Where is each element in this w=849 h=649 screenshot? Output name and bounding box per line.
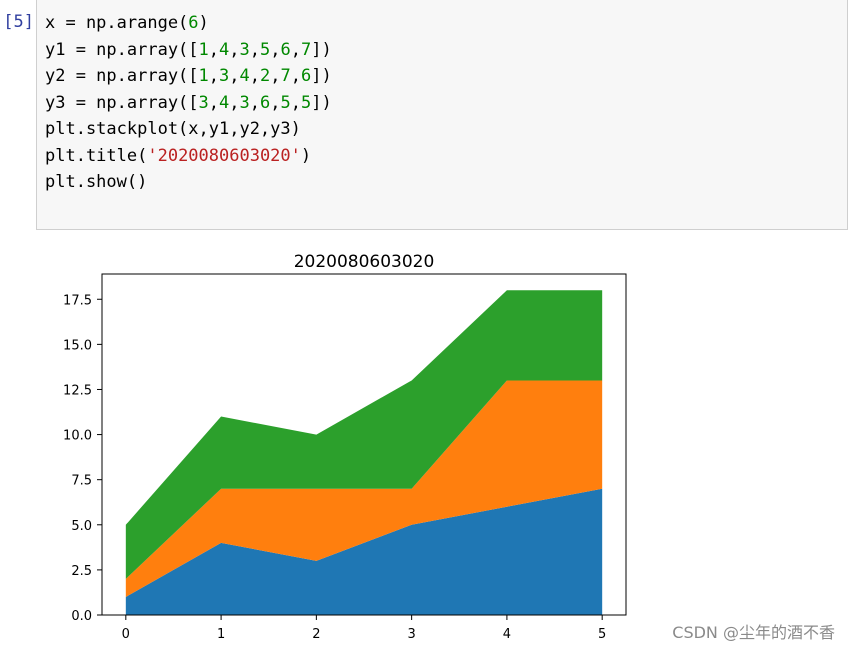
x-tick-label: 2 <box>312 627 320 642</box>
code-token: x = np.arange( <box>45 13 189 33</box>
y-tick-label: 2.5 <box>71 564 92 579</box>
code-line: y1 = np.array([1,4,3,5,6,7]) <box>45 37 332 64</box>
x-tick-label: 1 <box>217 627 225 642</box>
chart-title: 2020080603020 <box>294 252 435 272</box>
code-number-token: 5 <box>280 92 291 113</box>
stackplot-chart: 2020080603020 0 1 2 3 4 5 0.0 2.5 5.0 7.5 10.0 12.5 1… <box>63 252 627 642</box>
cell-prompt: [5]: <box>0 12 34 32</box>
code-token: ]) <box>311 66 332 86</box>
code-token: y3 = np.array([ <box>45 92 199 113</box>
code-number-token: 7 <box>301 39 312 60</box>
code-token: , <box>270 39 281 60</box>
code-token: , <box>249 39 261 60</box>
code-line: y3 = np.array([3,4,3,6,5,5]) <box>45 90 332 117</box>
y-tick-label: 0.0 <box>71 609 92 624</box>
y-tick-label: 12.5 <box>63 383 92 398</box>
code-number-token: 6 <box>301 66 312 86</box>
code-token: , <box>270 92 281 113</box>
code-number-token: 3 <box>219 66 230 86</box>
y-tick-label: 7.5 <box>71 474 92 489</box>
y-tick-label: 10.0 <box>63 429 92 444</box>
code-token: ) <box>198 13 209 33</box>
code-token: y2 = np.array([ <box>45 66 199 86</box>
code-token: , <box>208 39 220 60</box>
code-number-token: 6 <box>260 92 271 113</box>
code-string-token: '2020080603020' <box>147 145 301 166</box>
code-line: plt.show() <box>45 169 332 196</box>
code-number-token: 3 <box>198 92 209 113</box>
plot-frame <box>101 273 627 616</box>
code-token: , <box>290 39 302 60</box>
code-token: , <box>249 66 261 86</box>
code-token: plt.title( <box>45 145 148 166</box>
watermark: CSDN @尘年的酒不香 <box>672 623 835 642</box>
y-tick-label: 5.0 <box>71 519 92 534</box>
x-tick-label: 4 <box>503 627 511 642</box>
code-token: , <box>290 66 302 86</box>
code-number-token: 4 <box>219 92 230 113</box>
code-number-token: 1 <box>198 39 209 60</box>
code-editor[interactable]: x = np.arange(6) y1 = np.array([1,4,3,5,6… <box>45 10 332 196</box>
code-number-token: 2 <box>260 66 271 86</box>
x-tick-label: 5 <box>598 627 606 642</box>
code-token: plt.stackplot(x,y1,y2,y3) <box>45 119 301 139</box>
code-cell[interactable]: x = np.arange(6) y1 = np.array([1,4,3,5,6… <box>36 0 848 230</box>
code-number-token: 4 <box>219 39 230 60</box>
code-token: ) <box>300 145 312 166</box>
code-number-token: 7 <box>280 66 291 86</box>
y-tick-label: 17.5 <box>63 293 92 308</box>
code-token: ]) <box>311 92 332 113</box>
x-tick-label: 3 <box>407 627 415 642</box>
code-line: plt.stackplot(x,y1,y2,y3) <box>45 116 332 143</box>
code-number-token: 5 <box>301 92 312 113</box>
code-token: , <box>229 66 240 86</box>
code-token: plt.show() <box>45 172 148 192</box>
code-token: , <box>249 92 261 113</box>
code-number-token: 1 <box>198 66 209 86</box>
stack-area-2 <box>125 380 603 597</box>
code-number-token: 6 <box>280 39 291 60</box>
y-tick-label: 15.0 <box>63 338 92 353</box>
stack-area-3 <box>125 290 603 579</box>
code-line: plt.title('2020080603020') <box>45 143 332 170</box>
code-token: ]) <box>311 39 332 60</box>
code-number-token: 6 <box>188 13 199 33</box>
code-number-token: 5 <box>260 39 271 60</box>
code-token: y1 = np.array([ <box>45 39 199 60</box>
code-number-token: 3 <box>239 39 250 60</box>
code-token: , <box>290 92 302 113</box>
code-token: , <box>208 92 220 113</box>
code-number-token: 3 <box>239 92 250 113</box>
code-token: , <box>229 39 240 60</box>
code-line: x = np.arange(6) <box>45 10 332 37</box>
code-line: y2 = np.array([1,3,4,2,7,6]) <box>45 63 332 90</box>
code-number-token: 4 <box>239 66 250 86</box>
code-token: , <box>229 92 240 113</box>
x-tick-label: 0 <box>122 627 130 642</box>
code-token: , <box>208 66 220 86</box>
code-token: , <box>270 66 281 86</box>
stack-area-1 <box>125 488 603 615</box>
